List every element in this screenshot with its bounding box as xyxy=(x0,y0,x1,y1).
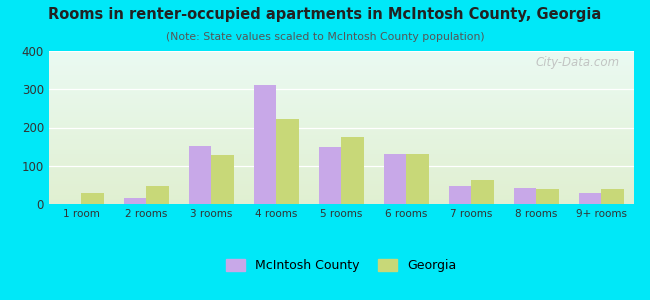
Bar xyxy=(276,119,299,204)
Bar xyxy=(318,147,341,204)
Text: (Note: State values scaled to McIntosh County population): (Note: State values scaled to McIntosh C… xyxy=(166,32,484,41)
Bar xyxy=(188,146,211,204)
Bar xyxy=(578,193,601,204)
Text: Rooms in renter-occupied apartments in McIntosh County, Georgia: Rooms in renter-occupied apartments in M… xyxy=(48,8,602,22)
Bar xyxy=(341,137,364,204)
Bar xyxy=(536,190,559,204)
Bar xyxy=(406,154,429,204)
Bar xyxy=(471,180,494,204)
Text: City-Data.com: City-Data.com xyxy=(535,56,619,69)
Bar xyxy=(384,154,406,204)
Bar xyxy=(601,190,624,204)
Bar xyxy=(81,193,104,204)
Bar xyxy=(514,188,536,204)
Bar xyxy=(211,155,234,204)
Bar xyxy=(448,186,471,204)
Bar xyxy=(124,198,146,204)
Bar xyxy=(146,186,169,204)
Bar xyxy=(254,85,276,204)
Legend: McIntosh County, Georgia: McIntosh County, Georgia xyxy=(221,254,462,277)
